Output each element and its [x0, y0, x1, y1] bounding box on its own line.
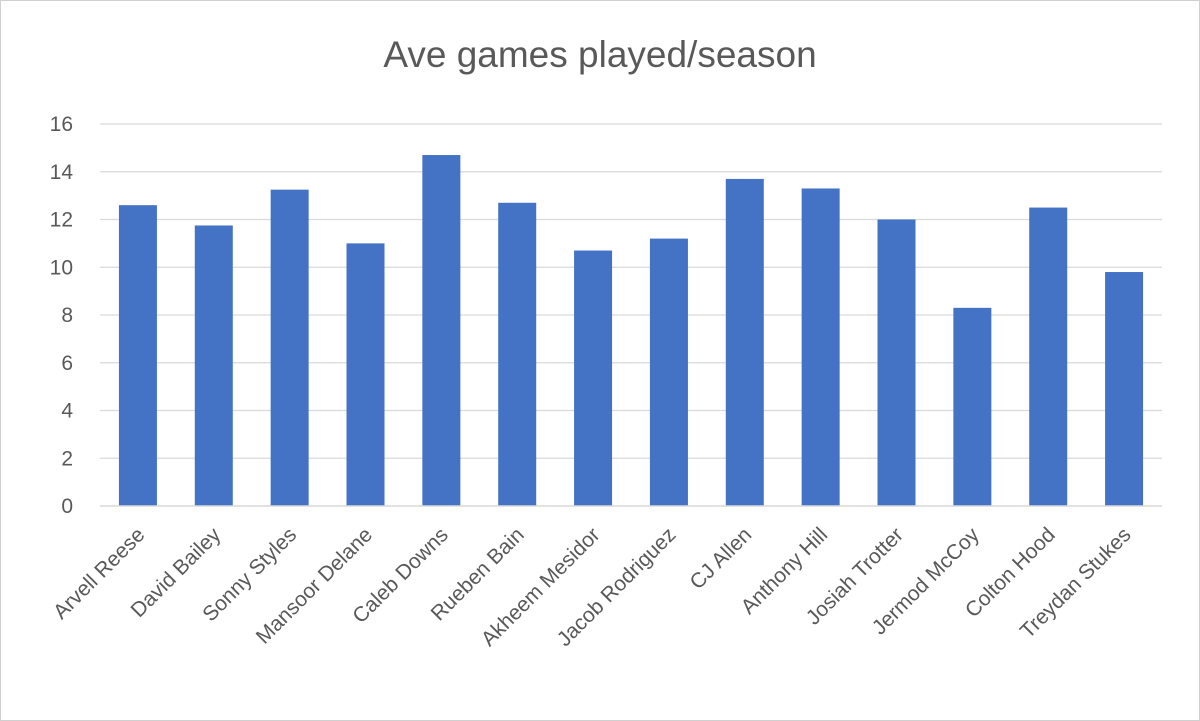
- bar: [725, 178, 764, 506]
- bar: [498, 202, 537, 506]
- bar: [346, 243, 385, 506]
- bar: [877, 219, 916, 506]
- y-tick-label: 12: [50, 209, 73, 232]
- bar: [574, 250, 613, 506]
- bar: [118, 205, 157, 507]
- bar: [649, 238, 688, 506]
- y-tick-label: 10: [50, 256, 73, 279]
- bars: [118, 155, 1144, 507]
- x-tick-label: CJ Allen: [686, 523, 757, 594]
- bar: [270, 189, 309, 506]
- bar: [1029, 207, 1068, 506]
- y-axis-ticks: 0 2 4 6 8 10 12 14 16: [50, 113, 74, 518]
- bar: [801, 188, 840, 506]
- y-tick-label: 14: [50, 161, 74, 184]
- y-tick-label: 6: [61, 352, 73, 375]
- y-tick-label: 8: [61, 304, 73, 327]
- bar: [194, 225, 233, 506]
- y-tick-label: 16: [50, 113, 73, 136]
- bar: [953, 307, 992, 506]
- bar: [1105, 272, 1144, 506]
- bar: [422, 155, 461, 506]
- y-tick-label: 4: [61, 400, 73, 423]
- y-tick-label: 0: [61, 495, 73, 518]
- y-tick-label: 2: [61, 447, 73, 470]
- chart-title: Ave games played/season: [383, 34, 817, 75]
- grid-lines: [100, 123, 1162, 459]
